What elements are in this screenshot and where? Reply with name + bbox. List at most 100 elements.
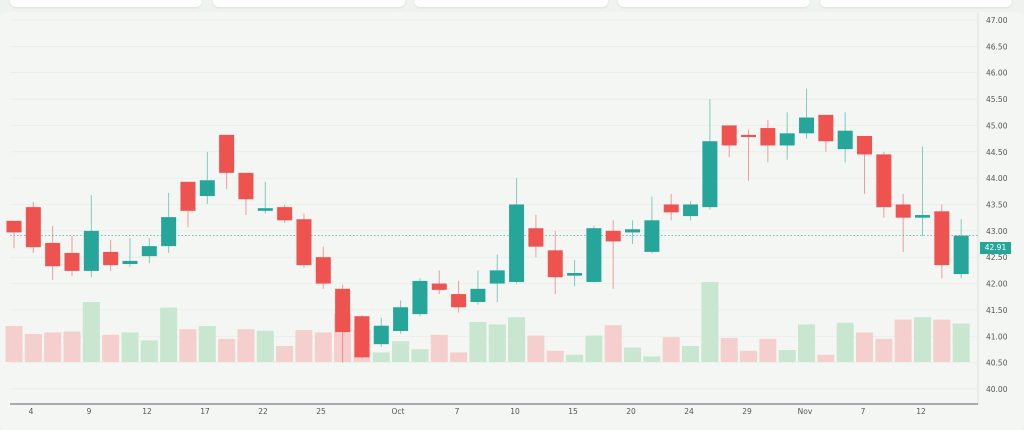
candle-body[interactable] xyxy=(741,134,757,138)
candlestick-chart[interactable]: 47.00 46.50 46.00 45.50 45.00 44.50 44.00 43.50… xyxy=(0,12,1024,430)
candle-body[interactable] xyxy=(605,230,621,242)
volume-bar xyxy=(817,354,835,362)
candle-body[interactable] xyxy=(141,246,157,257)
candle-body[interactable] xyxy=(779,133,795,146)
x-tick-label: Oct xyxy=(392,407,405,416)
candle-body[interactable] xyxy=(509,204,525,282)
candle-body[interactable] xyxy=(567,273,583,276)
volume-bar xyxy=(662,337,680,362)
summary-card-5[interactable] xyxy=(820,0,1012,7)
volume-bar xyxy=(527,335,545,362)
candle-body[interactable] xyxy=(625,229,641,233)
x-tick-label: 25 xyxy=(316,407,326,416)
volume-bar xyxy=(585,335,603,362)
candle-body[interactable] xyxy=(876,154,892,208)
candle-body[interactable] xyxy=(721,125,737,146)
current-price-label: 42.91 xyxy=(980,242,1011,254)
candle-body[interactable] xyxy=(83,230,99,271)
volume-bar xyxy=(952,323,970,362)
candle-body[interactable] xyxy=(915,215,931,218)
volume-bar xyxy=(894,319,912,362)
volume-bar xyxy=(604,325,622,362)
volume-bar xyxy=(411,349,429,362)
y-tick-label: 43.50 xyxy=(986,200,1008,209)
candle-body[interactable] xyxy=(702,141,718,208)
y-tick-label: 40.00 xyxy=(986,385,1008,394)
chart-canvas[interactable]: 47.00 46.50 46.00 45.50 45.00 44.50 44.00 43.50… xyxy=(0,12,1024,430)
candle-body[interactable] xyxy=(296,219,312,266)
volume-bar xyxy=(836,322,854,362)
candle-body[interactable] xyxy=(953,235,969,275)
candle-body[interactable] xyxy=(412,280,428,315)
candle-body[interactable] xyxy=(431,283,447,290)
summary-card-1[interactable] xyxy=(10,0,202,7)
volume-bar xyxy=(798,324,816,362)
candle-body[interactable] xyxy=(103,251,119,266)
candle-body[interactable] xyxy=(277,207,293,221)
summary-card-3[interactable] xyxy=(414,0,608,7)
y-tick-label: 46.00 xyxy=(986,69,1008,78)
candle-body[interactable] xyxy=(489,270,505,284)
x-tick-label: 7 xyxy=(861,407,866,416)
volume-bar xyxy=(508,317,526,362)
volume-bar xyxy=(140,340,158,362)
candle-body[interactable] xyxy=(528,228,544,247)
candle-body[interactable] xyxy=(663,204,679,213)
volume-bar xyxy=(740,350,758,362)
volume-bar xyxy=(759,338,777,362)
volume-bar xyxy=(44,332,62,362)
candle-body[interactable] xyxy=(373,325,389,345)
y-tick-label: 41.00 xyxy=(986,332,1008,341)
candle-body[interactable] xyxy=(393,307,409,331)
volume-bar xyxy=(566,354,584,362)
candle-body[interactable] xyxy=(180,181,196,211)
x-tick-label: 15 xyxy=(568,407,578,416)
volume-bar xyxy=(102,334,120,362)
candle-body[interactable] xyxy=(335,288,351,333)
candle-body[interactable] xyxy=(547,250,563,278)
candle-body[interactable] xyxy=(683,204,699,217)
volume-bar xyxy=(24,334,42,362)
volume-bar xyxy=(488,324,506,362)
candle-body[interactable] xyxy=(122,260,138,265)
volume-bar xyxy=(276,346,294,362)
candle-body[interactable] xyxy=(161,217,177,247)
volume-bar xyxy=(856,332,874,362)
volume-bar xyxy=(179,329,197,362)
candle-body[interactable] xyxy=(586,228,602,282)
candle-body[interactable] xyxy=(219,134,235,173)
candle-body[interactable] xyxy=(6,220,22,233)
y-tick-label: 46.50 xyxy=(986,42,1008,51)
volume-bar xyxy=(450,352,468,362)
candle-body[interactable] xyxy=(238,172,254,200)
candle-body[interactable] xyxy=(45,242,61,267)
candle-body[interactable] xyxy=(451,294,467,308)
candle-body[interactable] xyxy=(644,220,660,252)
volume-bar xyxy=(914,317,932,362)
candle-body[interactable] xyxy=(934,211,950,266)
x-tick-label: 12 xyxy=(142,407,152,416)
volume-bar xyxy=(624,347,642,362)
candle-body[interactable] xyxy=(837,130,853,150)
candle-body[interactable] xyxy=(64,252,80,271)
candle-body[interactable] xyxy=(857,135,873,155)
candle-body[interactable] xyxy=(799,117,815,134)
candle-body[interactable] xyxy=(199,180,215,197)
candle-body[interactable] xyxy=(818,114,834,142)
x-tick-label: 17 xyxy=(200,407,210,416)
y-tick-label: 41.50 xyxy=(986,306,1008,315)
candle-body[interactable] xyxy=(315,257,331,284)
volume-bar xyxy=(720,338,738,362)
candle-body[interactable] xyxy=(760,128,776,146)
summary-card-4[interactable] xyxy=(618,0,810,7)
candle-body[interactable] xyxy=(470,288,486,302)
volume-bar xyxy=(469,322,487,362)
candle-body[interactable] xyxy=(895,204,911,218)
summary-card-2[interactable] xyxy=(213,0,405,7)
volume-bar xyxy=(314,332,332,362)
y-tick-label: 47.00 xyxy=(986,16,1008,25)
candle-body[interactable] xyxy=(25,207,41,248)
candle-body[interactable] xyxy=(257,208,273,211)
volume-bar xyxy=(237,329,255,362)
candle-body[interactable] xyxy=(354,316,370,358)
